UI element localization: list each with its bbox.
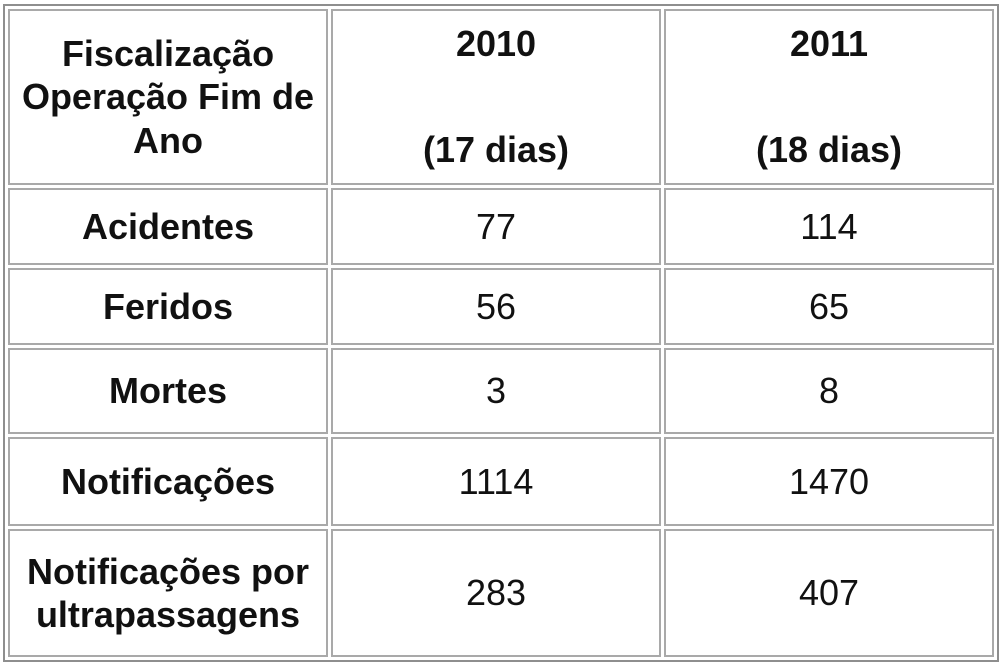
row-label: Feridos — [8, 268, 328, 345]
cell-value: 1470 — [664, 437, 994, 526]
row-label: Acidentes — [8, 188, 328, 265]
header-year-cell: 2011 (18 dias) — [664, 9, 994, 185]
cell-value: 3 — [331, 348, 661, 434]
cell-value: 65 — [664, 268, 994, 345]
year-label: 2011 — [789, 23, 869, 65]
header-label-cell: Fiscalização Operação Fim de Ano — [8, 9, 328, 185]
cell-value: 407 — [664, 529, 994, 657]
cell-value: 77 — [331, 188, 661, 265]
table-row: Notificações 1114 1470 — [8, 437, 994, 526]
table-row: Mortes 3 8 — [8, 348, 994, 434]
cell-value: 1114 — [331, 437, 661, 526]
cell-value: 8 — [664, 348, 994, 434]
table-row: Feridos 56 65 — [8, 268, 994, 345]
statistics-table: Fiscalização Operação Fim de Ano 2010 (1… — [3, 4, 999, 662]
header-row: Fiscalização Operação Fim de Ano 2010 (1… — [8, 9, 994, 185]
table-row: Acidentes 77 114 — [8, 188, 994, 265]
row-label: Notificações — [8, 437, 328, 526]
days-label: (17 dias) — [422, 129, 570, 171]
header-year-cell: 2010 (17 dias) — [331, 9, 661, 185]
table-row: Notificações por ultrapassagens 283 407 — [8, 529, 994, 657]
days-label: (18 dias) — [755, 129, 903, 171]
cell-value: 56 — [331, 268, 661, 345]
cell-value: 114 — [664, 188, 994, 265]
row-label: Notificações por ultrapassagens — [8, 529, 328, 657]
row-label: Mortes — [8, 348, 328, 434]
cell-value: 283 — [331, 529, 661, 657]
year-label: 2010 — [455, 23, 537, 65]
